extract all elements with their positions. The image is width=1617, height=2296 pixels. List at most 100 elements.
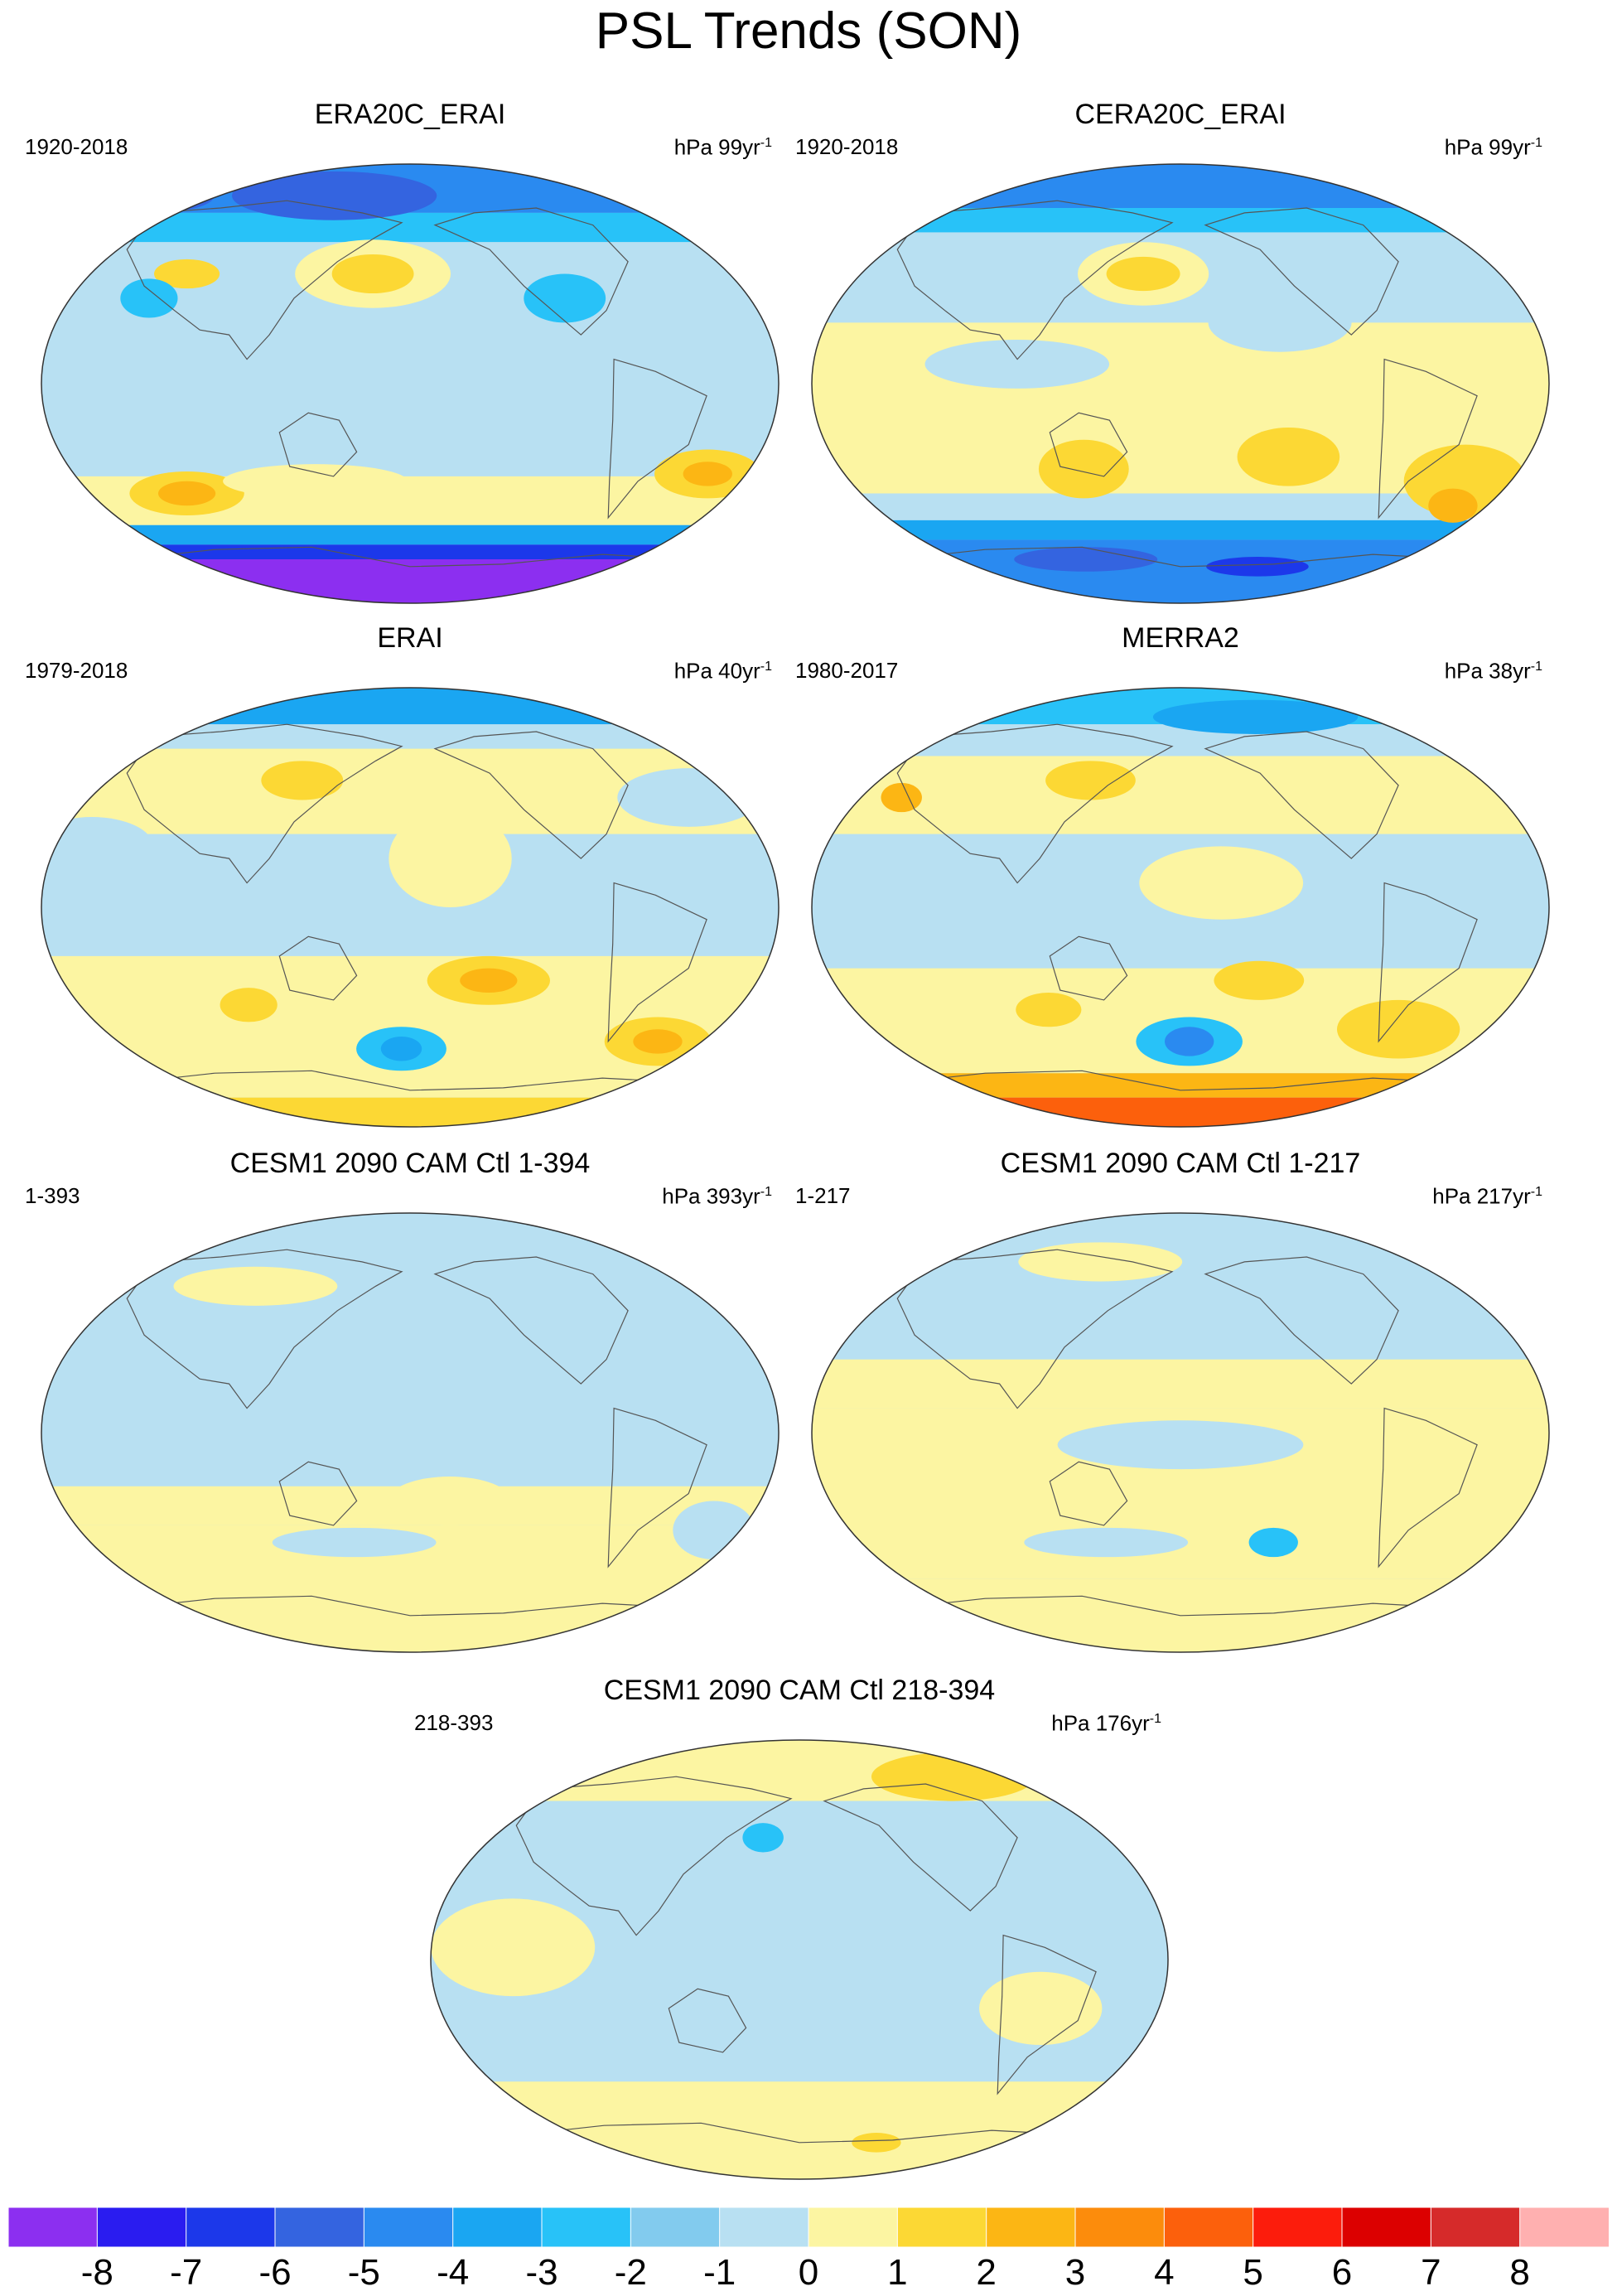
panel-era20c-erai: ERA20C_ERAI 1920-2018 hPa 99yr-1 [25,98,795,611]
trend-band [41,1213,779,1486]
colorbar-tick-label: -3 [525,2252,558,2293]
colorbar-tick-label: -5 [347,2252,380,2293]
colorbar-swatch [1341,2207,1432,2247]
trend-anomaly [1045,761,1136,800]
trend-anomaly [1016,993,1082,1027]
panel-units: hPa 99yr-1 [674,131,772,160]
trend-band [41,724,779,749]
map-field [812,1213,1549,1652]
panel-period: 1979-2018 [25,658,128,683]
coastline [896,200,1174,360]
coastline [1049,935,1128,1001]
coastline [896,723,1174,884]
colorbar-swatch [541,2207,632,2247]
coastline [1204,731,1399,859]
map-field [41,688,779,1127]
panel-period: 1-217 [795,1183,851,1208]
panel-period: 218-393 [414,1710,494,1735]
map-border [811,687,1550,1128]
coastline [607,1407,707,1569]
colorbar-swatch [1163,2207,1254,2247]
trend-anomaly [1336,999,1460,1059]
coastline [668,1988,747,2053]
trend-anomaly [1106,256,1180,292]
coastline [1378,882,1478,1043]
colorbar-swatch [452,2207,543,2247]
trend-anomaly [881,782,922,813]
trend-anomaly [852,2133,901,2153]
map-plot [811,163,1550,604]
panel-units: hPa 217yr-1 [1432,1180,1542,1209]
coastline [896,1070,1465,1091]
trend-anomaly [91,178,215,213]
panel-title: MERRA2 [1122,622,1239,654]
map-field [41,164,779,603]
colorbar-tick-label: -6 [258,2252,292,2293]
coastline [126,200,403,360]
colorbar-swatch [186,2207,276,2247]
coastline [126,1070,694,1091]
colorbar-labels: -8 -7 -6 -5 -4 -3 -2 -1 0 1 2 3 4 5 6 7 8 [0,2252,1617,2294]
trend-anomaly [223,464,408,499]
trend-band [812,756,1549,834]
coastline [607,882,707,1043]
coastline [278,412,358,477]
panel-title: ERA20C_ERAI [314,99,506,130]
coastline [1204,1256,1399,1385]
coastline [278,1461,358,1526]
trend-anomaly [331,254,414,294]
trend-anomaly [673,1501,755,1560]
map-field [812,164,1549,603]
units-base: hPa 40yr [673,658,760,684]
units-exponent: -1 [760,136,772,150]
panel-title: CESM1 2090 CAM Ctl 1-217 [1000,1148,1361,1179]
map-border [811,163,1550,604]
panel-units: hPa 176yr-1 [1051,1707,1161,1736]
trend-band [41,524,779,545]
trend-anomaly [1152,699,1359,734]
colorbar-tick-label: -1 [703,2252,736,2293]
colorbar-tick-label: 8 [1509,2252,1530,2293]
trend-band [41,212,779,243]
trend-anomaly [1018,1242,1183,1282]
panel-units: hPa 40yr-1 [674,655,772,684]
trend-band [41,544,779,559]
coastline [896,1249,1174,1409]
map-plot [41,163,780,604]
trend-anomaly [154,259,220,289]
panel-title: CERA20C_ERAI [1074,99,1286,130]
map-border [811,1212,1550,1653]
map-plot [811,1212,1550,1653]
trend-anomaly [979,1971,1103,2046]
coastline [126,1249,403,1409]
colorbar-tick-label: -4 [437,2252,470,2293]
coastline [433,207,629,336]
map-border [430,1739,1169,2180]
units-exponent: -1 [760,1185,772,1199]
panel-period: 1920-2018 [795,134,899,159]
trend-anomaly [431,1898,596,1997]
panel-cera20c-erai: CERA20C_ERAI 1920-2018 hPa 99yr-1 [795,98,1566,611]
map-plot [430,1739,1169,2180]
colorbar-swatch [363,2207,454,2247]
trend-anomaly [1214,960,1305,1000]
trend-anomaly [524,273,606,323]
figure-title: PSL Trends (SON) [595,2,1022,60]
trend-band [812,208,1549,233]
colorbar-tick-label: 5 [1243,2252,1263,2293]
trend-anomaly [460,968,518,993]
map-field [41,1213,779,1652]
trend-anomaly [1139,846,1304,920]
trend-band [812,1073,1549,1098]
trend-anomaly [272,1527,437,1558]
map-plot [811,687,1550,1128]
trend-anomaly [157,481,216,506]
coastline [896,1595,1465,1617]
colorbar-swatch [808,2207,899,2247]
trend-anomaly [1237,428,1340,486]
map-field [431,1740,1168,2179]
units-base: hPa 38yr [1444,658,1531,684]
panel-title: CESM1 2090 CAM Ctl 1-394 [229,1148,591,1179]
trend-anomaly [1014,547,1158,572]
colorbar-swatch [896,2207,987,2247]
